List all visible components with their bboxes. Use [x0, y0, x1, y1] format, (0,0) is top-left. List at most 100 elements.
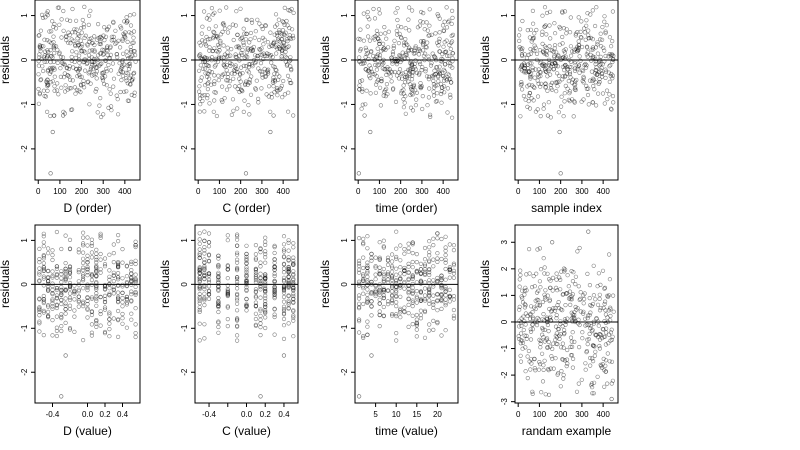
data-point	[597, 296, 602, 302]
data-point	[80, 241, 86, 246]
data-point	[111, 76, 117, 81]
data-point	[129, 299, 134, 304]
data-point	[381, 304, 386, 310]
data-point	[56, 92, 61, 97]
data-point	[202, 291, 207, 296]
data-point	[244, 279, 249, 284]
data-point	[199, 31, 204, 36]
data-point	[365, 263, 370, 268]
y-axis-label: residuals	[478, 260, 492, 308]
data-point	[264, 92, 269, 97]
data-point	[83, 33, 88, 38]
data-point	[450, 32, 456, 38]
data-point	[289, 66, 294, 72]
data-point	[272, 312, 277, 317]
data-point	[398, 53, 403, 59]
data-point	[567, 98, 572, 104]
data-point	[372, 72, 377, 77]
data-point	[50, 292, 55, 297]
data-point	[253, 270, 258, 275]
data-point	[567, 64, 572, 69]
data-point	[205, 93, 210, 98]
data-point	[258, 260, 263, 265]
data-point	[223, 64, 228, 70]
data-point	[275, 93, 280, 98]
data-point	[568, 302, 573, 308]
data-point	[247, 112, 252, 117]
data-point	[399, 91, 404, 96]
data-point	[357, 83, 362, 88]
data-point	[243, 37, 248, 42]
data-point	[85, 306, 90, 311]
data-point	[548, 278, 553, 283]
data-point	[428, 63, 434, 68]
data-point	[373, 90, 379, 95]
data-point	[442, 84, 447, 89]
data-point	[281, 307, 287, 312]
data-point	[553, 337, 558, 342]
data-point	[410, 108, 416, 113]
data-point	[59, 35, 64, 40]
data-point	[47, 71, 52, 76]
data-point	[120, 311, 125, 317]
data-point	[590, 343, 596, 348]
data-point	[523, 322, 528, 327]
data-point	[601, 356, 606, 362]
y-axis-label: residuals	[0, 260, 12, 308]
data-point	[216, 253, 221, 258]
data-point	[554, 277, 559, 282]
data-point	[427, 250, 432, 255]
data-point	[98, 231, 103, 236]
data-point	[125, 98, 130, 103]
data-point	[272, 32, 277, 37]
data-point	[120, 296, 125, 301]
data-point	[532, 85, 537, 90]
data-point	[47, 66, 53, 71]
data-point	[36, 101, 42, 106]
data-point	[225, 78, 230, 83]
y-tick-label: -2	[500, 145, 509, 153]
data-point	[591, 380, 597, 385]
data-point	[243, 79, 249, 84]
data-point	[133, 276, 138, 282]
data-point	[422, 272, 428, 278]
data-point	[414, 260, 419, 265]
data-point	[263, 305, 268, 310]
data-point	[133, 290, 138, 295]
x-axis-label: time (value)	[375, 424, 438, 438]
data-point	[435, 308, 440, 313]
data-point	[407, 73, 412, 78]
data-point	[202, 284, 207, 289]
data-point	[272, 314, 277, 320]
data-point	[376, 62, 382, 68]
data-point	[216, 324, 221, 330]
data-point	[202, 248, 207, 253]
data-point	[111, 251, 116, 256]
data-point	[403, 69, 408, 75]
data-point	[237, 83, 242, 89]
data-point	[381, 266, 386, 272]
data-point	[233, 65, 238, 70]
data-point	[89, 322, 94, 327]
data-point	[263, 277, 268, 282]
data-point	[394, 300, 399, 305]
outlier-point	[550, 240, 555, 245]
data-point	[115, 308, 121, 314]
data-point	[42, 93, 47, 99]
data-point	[45, 268, 51, 274]
data-point	[591, 47, 596, 52]
data-point	[435, 292, 440, 297]
data-point	[44, 11, 49, 16]
data-point	[244, 272, 249, 277]
data-point	[439, 297, 444, 303]
data-point	[585, 92, 591, 98]
data-point	[197, 287, 202, 292]
data-point	[97, 103, 102, 108]
data-point	[373, 265, 378, 270]
data-point	[94, 247, 99, 252]
data-point	[600, 25, 605, 30]
data-point	[235, 237, 240, 242]
data-point	[72, 85, 77, 90]
data-point	[401, 105, 407, 110]
data-point	[272, 332, 277, 337]
